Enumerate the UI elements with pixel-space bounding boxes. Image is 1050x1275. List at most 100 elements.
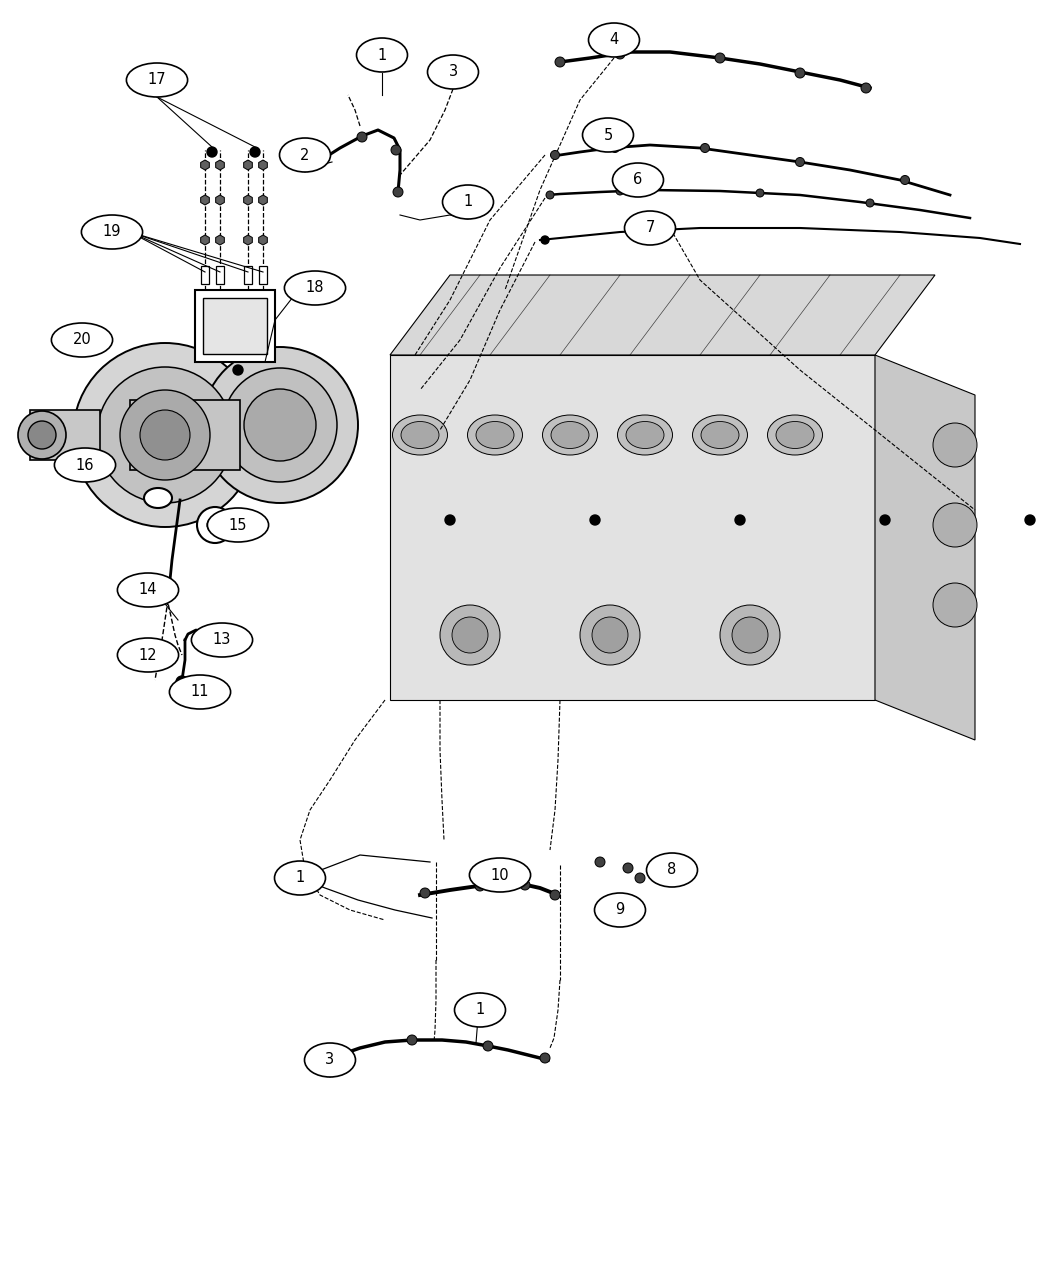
Polygon shape [258, 159, 268, 170]
Circle shape [520, 880, 530, 890]
Text: 2: 2 [300, 148, 310, 162]
Ellipse shape [612, 163, 664, 198]
Circle shape [933, 583, 977, 627]
Text: 7: 7 [646, 221, 655, 236]
Circle shape [720, 606, 780, 666]
Ellipse shape [647, 853, 697, 887]
Text: 4: 4 [609, 32, 618, 47]
Circle shape [197, 507, 233, 543]
Circle shape [796, 158, 804, 167]
Polygon shape [390, 275, 934, 354]
Ellipse shape [626, 422, 664, 449]
Ellipse shape [401, 422, 439, 449]
Circle shape [244, 389, 316, 462]
Ellipse shape [617, 414, 672, 455]
Ellipse shape [469, 858, 530, 892]
Circle shape [207, 516, 223, 533]
Circle shape [28, 421, 56, 449]
Ellipse shape [476, 422, 514, 449]
Ellipse shape [126, 62, 188, 97]
Polygon shape [258, 195, 268, 205]
Bar [216, 266, 224, 284]
Circle shape [550, 890, 560, 900]
Circle shape [635, 873, 645, 884]
Circle shape [933, 504, 977, 547]
Text: 1: 1 [377, 47, 386, 62]
Bar [244, 266, 252, 284]
Circle shape [202, 347, 358, 504]
Polygon shape [875, 354, 975, 740]
Circle shape [735, 515, 746, 525]
Ellipse shape [144, 488, 172, 507]
Ellipse shape [551, 422, 589, 449]
Circle shape [223, 368, 337, 482]
Text: 6: 6 [633, 172, 643, 187]
Circle shape [623, 863, 633, 873]
Ellipse shape [191, 623, 253, 657]
Circle shape [407, 1035, 417, 1046]
Ellipse shape [693, 414, 748, 455]
Circle shape [861, 83, 872, 93]
Circle shape [700, 144, 710, 153]
Bar [203, 298, 267, 354]
Circle shape [933, 423, 977, 467]
Ellipse shape [776, 422, 814, 449]
Ellipse shape [701, 422, 739, 449]
Text: 20: 20 [72, 333, 91, 348]
Circle shape [866, 199, 874, 207]
Text: 3: 3 [448, 65, 458, 79]
Circle shape [452, 617, 488, 653]
Polygon shape [215, 235, 225, 245]
Ellipse shape [82, 215, 143, 249]
Ellipse shape [274, 861, 326, 895]
Polygon shape [201, 159, 209, 170]
Circle shape [475, 881, 485, 891]
Circle shape [615, 48, 625, 59]
Text: 16: 16 [76, 458, 94, 473]
Circle shape [207, 147, 217, 157]
Circle shape [196, 630, 208, 643]
Circle shape [120, 390, 210, 479]
Circle shape [393, 187, 403, 198]
Ellipse shape [467, 414, 523, 455]
Text: 8: 8 [668, 862, 676, 877]
Ellipse shape [304, 1043, 356, 1077]
Circle shape [555, 57, 565, 68]
Polygon shape [258, 235, 268, 245]
Ellipse shape [169, 674, 231, 709]
Circle shape [313, 158, 323, 168]
Ellipse shape [118, 572, 179, 607]
Ellipse shape [51, 323, 112, 357]
Polygon shape [390, 354, 875, 700]
Text: 14: 14 [139, 583, 157, 598]
Polygon shape [201, 235, 209, 245]
Circle shape [901, 176, 909, 185]
Text: 9: 9 [615, 903, 625, 918]
Text: 18: 18 [306, 280, 324, 296]
Ellipse shape [285, 272, 345, 305]
Text: 15: 15 [229, 518, 247, 533]
Circle shape [540, 1053, 550, 1063]
Ellipse shape [279, 138, 331, 172]
Circle shape [420, 887, 430, 898]
Bar [195, 289, 275, 362]
Ellipse shape [393, 414, 447, 455]
Bar [30, 411, 100, 460]
Ellipse shape [442, 185, 494, 219]
Text: 1: 1 [476, 1002, 485, 1017]
Text: 10: 10 [490, 867, 509, 882]
Circle shape [616, 187, 624, 195]
Bar [259, 266, 267, 284]
Ellipse shape [594, 892, 646, 927]
Ellipse shape [55, 448, 116, 482]
Circle shape [1025, 515, 1035, 525]
Circle shape [580, 606, 640, 666]
Bar [130, 400, 240, 470]
Polygon shape [244, 195, 252, 205]
Text: 3: 3 [326, 1052, 335, 1067]
Ellipse shape [625, 210, 675, 245]
Text: 19: 19 [103, 224, 121, 240]
Ellipse shape [588, 23, 639, 57]
Circle shape [445, 515, 455, 525]
Ellipse shape [427, 55, 479, 89]
